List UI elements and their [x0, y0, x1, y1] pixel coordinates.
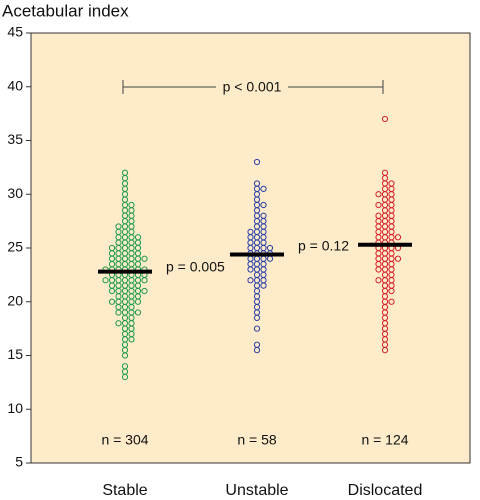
n-label: n = 58	[237, 432, 277, 448]
n-label: n = 304	[101, 432, 148, 448]
data-point	[253, 325, 261, 332]
data-point	[108, 244, 116, 252]
x-tick-label: Unstable	[225, 482, 288, 499]
data-point	[121, 363, 129, 370]
data-point	[388, 298, 395, 305]
data-point	[253, 341, 261, 348]
data-point	[102, 277, 109, 284]
data-point	[134, 234, 142, 241]
data-point	[375, 191, 382, 198]
data-point	[115, 223, 122, 230]
data-point	[247, 261, 254, 268]
data-point	[253, 180, 261, 187]
data-point	[381, 169, 389, 176]
data-point	[375, 212, 382, 219]
plot-background	[30, 32, 471, 464]
y-tick-label: 45	[7, 24, 23, 40]
p-label: p = 0.005	[166, 259, 225, 275]
n-label: n = 124	[361, 432, 408, 448]
y-tick-label: 15	[7, 346, 23, 362]
data-point	[141, 255, 148, 262]
y-tick-label: 20	[7, 292, 23, 308]
data-point	[260, 201, 267, 209]
data-point	[115, 320, 122, 327]
y-tick-label: 40	[7, 77, 23, 93]
data-point	[388, 180, 395, 187]
y-tick-label: 25	[7, 239, 23, 255]
y-tick-label: 35	[7, 131, 23, 147]
data-point	[128, 201, 135, 209]
data-point	[108, 298, 116, 305]
chart-title: Acetabular index	[2, 1, 129, 20]
data-point	[394, 234, 402, 241]
data-point	[247, 277, 254, 284]
data-point	[381, 115, 389, 123]
bracket-label-bg	[216, 78, 288, 96]
data-point	[253, 158, 261, 166]
x-tick-label: Dislocated	[348, 482, 423, 499]
data-point	[141, 287, 148, 295]
p-label: p = 0.12	[298, 238, 349, 254]
data-point	[394, 255, 402, 262]
y-tick-label: 30	[7, 185, 23, 201]
data-point	[375, 277, 382, 284]
x-tick-label: Stable	[102, 482, 147, 499]
data-point	[121, 169, 129, 176]
data-point	[375, 201, 382, 209]
y-tick-label: 5	[15, 454, 23, 470]
data-point	[260, 212, 267, 219]
data-point	[134, 309, 142, 316]
y-tick-label: 10	[7, 400, 23, 416]
data-point	[266, 244, 274, 252]
data-point	[247, 228, 254, 235]
data-point	[260, 185, 267, 192]
overall-p: p < 0.001	[223, 79, 282, 95]
